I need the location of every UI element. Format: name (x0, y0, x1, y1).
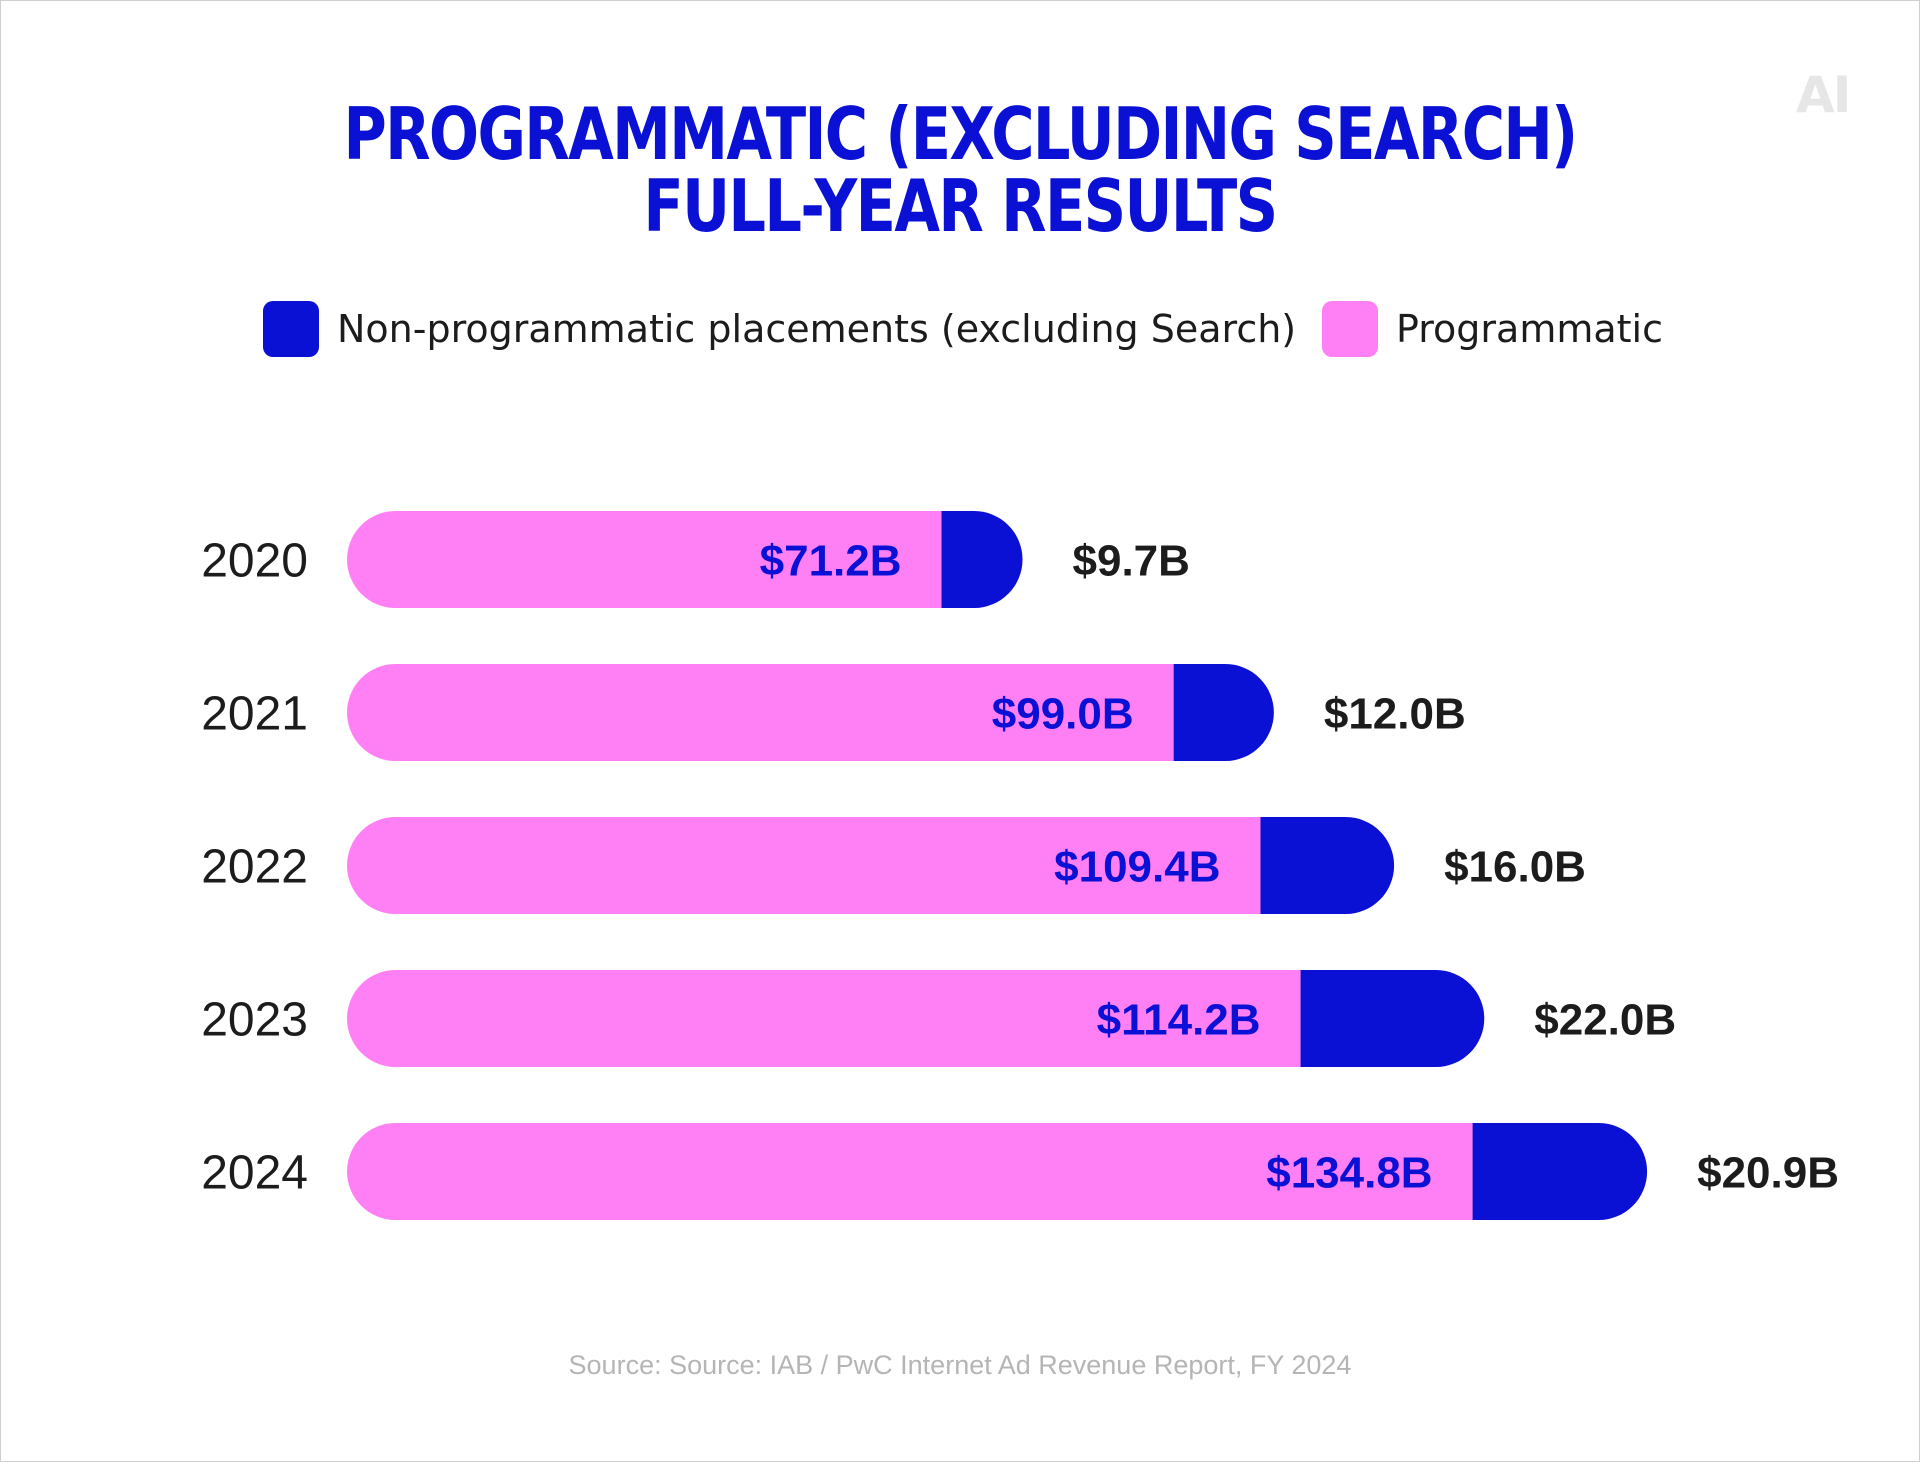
bar-programmatic-2022 (347, 817, 1261, 914)
bar-non-programmatic-2020 (941, 511, 1023, 608)
bar-programmatic-2024 (347, 1123, 1473, 1220)
value-label-non-programmatic-2022: $16.0B (1444, 843, 1586, 892)
legend-item-non-programmatic: Non-programmatic placements (excluding S… (263, 300, 1296, 358)
value-label-programmatic-2022: $109.4B (1054, 843, 1220, 892)
legend-label-programmatic: Programmatic (1396, 307, 1663, 351)
year-label-2023: 2023 (201, 994, 308, 1047)
bar-non-programmatic-2022 (1260, 817, 1395, 914)
year-label-2020: 2020 (201, 535, 308, 588)
bar-programmatic-2021 (347, 664, 1174, 761)
value-label-non-programmatic-2023: $22.0B (1534, 996, 1676, 1045)
legend-label-non-programmatic: Non-programmatic placements (excluding S… (337, 307, 1297, 351)
year-label-2022: 2022 (201, 841, 308, 894)
value-label-programmatic-2021: $99.0B (992, 690, 1134, 739)
source-note: Source: Source: IAB / PwC Internet Ad Re… (568, 1350, 1352, 1380)
bar-non-programmatic-2023 (1300, 970, 1485, 1067)
bar-non-programmatic-2021 (1173, 664, 1274, 761)
bar-programmatic-2023 (347, 970, 1301, 1067)
year-label-2024: 2024 (201, 1147, 308, 1200)
value-label-programmatic-2023: $114.2B (1097, 996, 1261, 1045)
legend-swatch-programmatic (1322, 301, 1378, 357)
chart-title-line-2: FULL-YEAR RESULTS (643, 164, 1278, 248)
value-label-programmatic-2024: $134.8B (1266, 1149, 1432, 1198)
value-label-non-programmatic-2021: $12.0B (1324, 690, 1466, 739)
value-label-programmatic-2020: $71.2B (760, 537, 902, 586)
legend-swatch-non-programmatic (263, 301, 319, 357)
bar-non-programmatic-2024 (1472, 1123, 1648, 1220)
value-label-non-programmatic-2024: $20.9B (1697, 1149, 1839, 1198)
year-label-2021: 2021 (201, 688, 308, 741)
chart-title: PROGRAMMATIC (EXCLUDING SEARCH) FULL-YEA… (0, 98, 1920, 242)
brand-logo: AI (1796, 66, 1851, 124)
chart-title-line-1: PROGRAMMATIC (EXCLUDING SEARCH) (343, 92, 1578, 176)
bar-programmatic-2020 (347, 511, 942, 608)
value-label-non-programmatic-2020: $9.7B (1073, 537, 1190, 586)
legend-item-programmatic: Programmatic (1322, 300, 1663, 358)
